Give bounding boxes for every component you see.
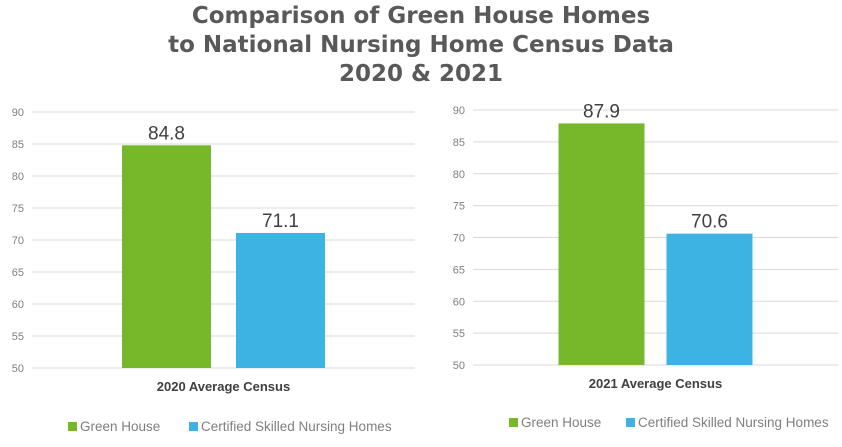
y-tick-label: 90 <box>12 107 24 119</box>
x-axis-label: 2021 Average Census <box>589 376 722 391</box>
bar-green-house <box>558 123 645 365</box>
data-label: 70.6 <box>691 212 728 233</box>
legend-label: Certified Skilled Nursing Homes <box>638 415 829 430</box>
y-tick-label: 55 <box>12 331 24 343</box>
chart-2020: 50 55 60 65 70 75 80 85 90 84.8 71.1 2020 Average C… <box>0 95 420 442</box>
y-tick-label: 70 <box>12 235 24 247</box>
legend-label: Certified Skilled Nursing Homes <box>201 419 392 434</box>
chart-title: Comparison of Green House Homes to Natio… <box>0 2 842 89</box>
title-line-3: 2020 & 2021 <box>338 61 504 87</box>
y-tick-label: 85 <box>12 139 24 151</box>
legend-label: Green House <box>521 415 601 430</box>
y-tick-label: 60 <box>453 296 465 308</box>
y-tick-label: 70 <box>453 233 465 245</box>
bar-skilled-nursing <box>666 233 753 365</box>
y-tick-label: 65 <box>12 267 24 279</box>
y-tick-label: 50 <box>453 360 465 372</box>
bar-green-house <box>122 145 211 368</box>
legend-label: Green House <box>80 419 160 434</box>
bar-skilled-nursing <box>236 232 325 368</box>
data-label: 87.9 <box>583 101 620 122</box>
x-axis-label: 2020 Average Census <box>157 379 290 394</box>
legend-swatch <box>68 422 77 431</box>
y-tick-label: 80 <box>453 169 465 181</box>
y-tick-label: 75 <box>453 201 465 213</box>
y-tick-label: 85 <box>453 137 465 149</box>
y-tick-label: 90 <box>453 105 465 117</box>
title-line-2: to National Nursing Home Census Data <box>168 32 674 58</box>
legend-swatch <box>626 418 635 427</box>
title-line-1: Comparison of Green House Homes <box>191 3 651 29</box>
chart-svg: 50 55 60 65 70 75 80 85 90 87.9 70.6 2021 Average C… <box>453 101 838 430</box>
y-tick-label: 65 <box>453 264 465 276</box>
chart-2021: 50 55 60 65 70 75 80 85 90 87.9 70.6 2021 Average C… <box>440 95 842 442</box>
y-tick-label: 50 <box>12 363 24 375</box>
y-tick-label: 80 <box>12 171 24 183</box>
y-tick-label: 60 <box>12 299 24 311</box>
data-label: 84.8 <box>148 123 185 144</box>
legend-swatch <box>509 418 518 427</box>
y-tick-label: 75 <box>12 203 24 215</box>
legend-swatch <box>189 422 198 431</box>
data-label: 71.1 <box>262 211 299 232</box>
chart-svg: 50 55 60 65 70 75 80 85 90 84.8 71.1 2020 Average C… <box>12 107 415 434</box>
y-tick-label: 55 <box>453 328 465 340</box>
